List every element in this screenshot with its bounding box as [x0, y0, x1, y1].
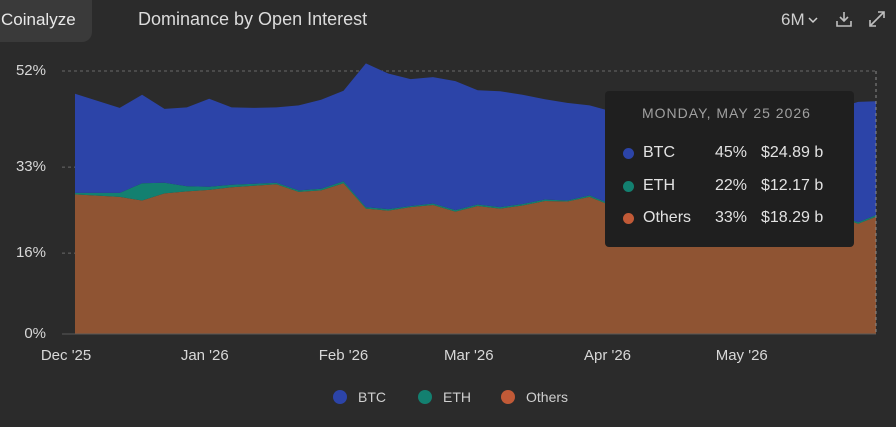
- legend-others[interactable]: Others: [501, 389, 568, 405]
- tooltip-name: ETH: [643, 177, 675, 194]
- chart-title: Dominance by Open Interest: [138, 9, 368, 29]
- legend-btc[interactable]: BTC: [333, 389, 386, 405]
- tooltip-value: $12.17 b: [761, 177, 824, 194]
- tooltip-name: BTC: [643, 144, 675, 161]
- x-tick-label: Apr '26: [583, 347, 632, 364]
- x-tick-label: May '26: [715, 347, 768, 364]
- tooltip-name: Others: [643, 209, 692, 226]
- x-tick-label: Feb '26: [318, 347, 369, 364]
- area-eth[interactable]: [75, 181, 876, 237]
- legend-label: BTC: [358, 389, 386, 405]
- legend-eth[interactable]: ETH: [418, 389, 471, 405]
- x-tick-label: Mar '26: [444, 347, 494, 364]
- others-legend-dot: [501, 390, 515, 404]
- tooltip-row-btc: BTC 45% $24.89 b: [623, 143, 843, 163]
- x-tick-label: Dec '25: [40, 347, 92, 364]
- brand-logo[interactable]: Coinalyze: [0, 0, 92, 42]
- y-tick-label: 16%: [15, 244, 46, 262]
- legend-label: ETH: [443, 389, 471, 405]
- eth-legend-dot: [418, 390, 432, 404]
- others-dot: [623, 213, 634, 224]
- eth-dot: [623, 181, 634, 192]
- range-value: 6M: [781, 10, 805, 29]
- tooltip-value: $18.29 b: [761, 209, 824, 226]
- chevron-down-icon: [808, 17, 818, 24]
- range-selector[interactable]: 6M: [781, 10, 818, 30]
- tooltip-pct: 33%: [715, 209, 748, 226]
- btc-legend-dot: [333, 390, 347, 404]
- y-tick-label: 33%: [15, 158, 46, 176]
- tooltip-pct: 22%: [715, 177, 748, 194]
- x-tick-label: Jan '26: [180, 347, 229, 364]
- btc-dot: [623, 148, 634, 159]
- y-tick-label: 0%: [24, 325, 46, 342]
- y-tick-label: 52%: [15, 62, 46, 79]
- download-icon[interactable]: [834, 9, 854, 29]
- tooltip-pct: 45%: [715, 144, 748, 161]
- legend-label: Others: [526, 389, 569, 405]
- tooltip-date: MONDAY, MAY 25 2026: [642, 105, 811, 121]
- tooltip-row-eth: ETH 22% $12.17 b: [623, 176, 843, 196]
- tooltip-value: $24.89 b: [761, 144, 824, 161]
- tooltip-row-others: Others 33% $18.29 b: [623, 208, 843, 228]
- hover-tooltip: MONDAY, MAY 25 2026 BTC 45% $24.89 b ETH…: [605, 91, 854, 247]
- fullscreen-icon[interactable]: [867, 9, 887, 29]
